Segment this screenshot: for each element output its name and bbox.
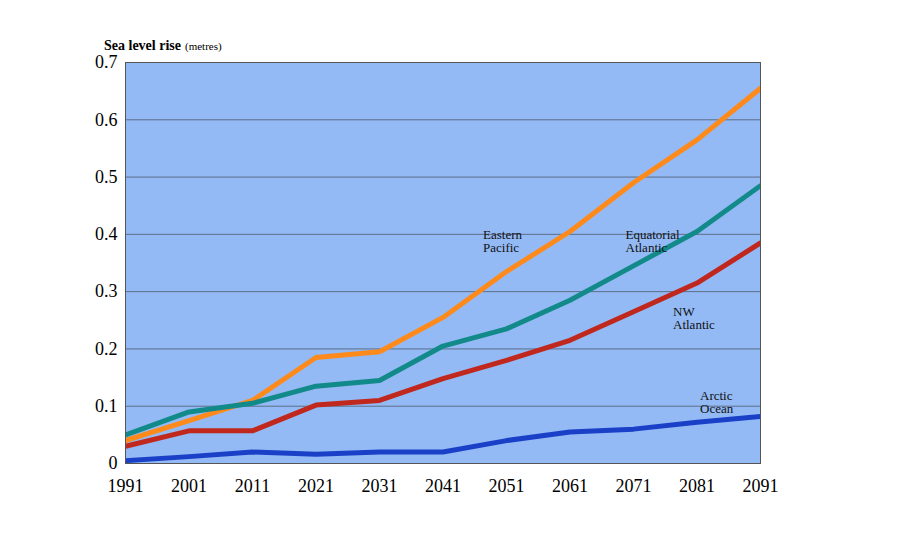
svg-text:0.3: 0.3 [95, 281, 118, 301]
svg-text:2091: 2091 [743, 476, 779, 496]
svg-text:EquatorialAtlantic: EquatorialAtlantic [626, 227, 681, 255]
svg-text:2071: 2071 [616, 476, 652, 496]
svg-text:2041: 2041 [425, 476, 461, 496]
svg-text:EasternPacific: EasternPacific [483, 227, 522, 255]
svg-text:0: 0 [109, 453, 118, 473]
svg-text:2011: 2011 [235, 476, 270, 496]
svg-text:2021: 2021 [298, 476, 334, 496]
svg-text:0.2: 0.2 [95, 339, 118, 359]
svg-text:0.4: 0.4 [95, 224, 118, 244]
svg-text:2061: 2061 [552, 476, 588, 496]
svg-text:1991: 1991 [108, 476, 144, 496]
svg-text:2001: 2001 [171, 476, 207, 496]
svg-text:NWAtlantic: NWAtlantic [673, 304, 715, 332]
svg-text:0.6: 0.6 [95, 110, 118, 130]
svg-text:2081: 2081 [679, 476, 715, 496]
svg-text:2031: 2031 [362, 476, 398, 496]
svg-text:0.7: 0.7 [95, 52, 118, 72]
svg-text:ArcticOcean: ArcticOcean [700, 388, 734, 416]
svg-text:0.1: 0.1 [95, 396, 118, 416]
svg-text:2051: 2051 [489, 476, 525, 496]
svg-text:0.5: 0.5 [95, 167, 118, 187]
html-text:Sea level rise (metres): Sea level rise (metres) [104, 38, 222, 53]
